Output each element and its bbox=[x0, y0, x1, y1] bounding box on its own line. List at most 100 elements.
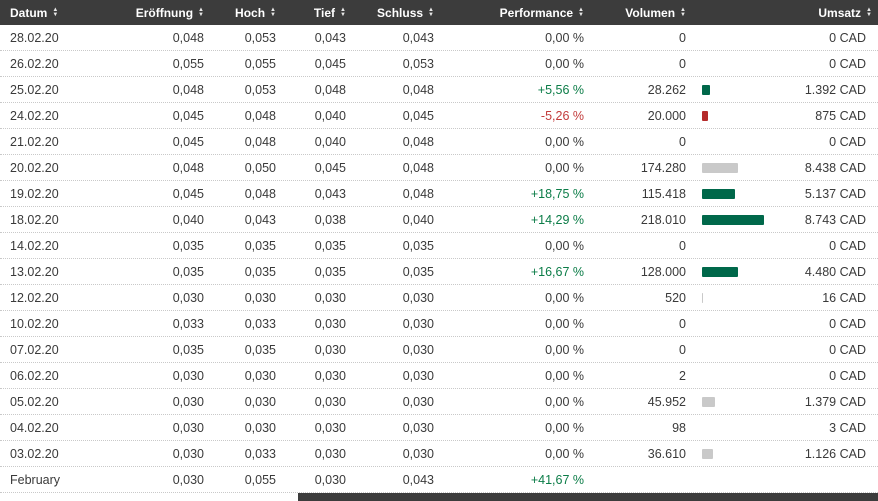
close-cell: 0,040 bbox=[402, 212, 434, 227]
close-cell: 0,035 bbox=[402, 264, 434, 279]
date-cell: 24.02.20 bbox=[10, 108, 59, 123]
volume-cell: 0 bbox=[679, 30, 686, 45]
low-cell: 0,040 bbox=[314, 134, 346, 149]
close-cell: 0,030 bbox=[402, 342, 434, 357]
table-row: 21.02.20 0,045 0,048 0,040 0,048 0,00 % 0 0 CAD bbox=[0, 129, 878, 155]
volume-bar bbox=[702, 188, 735, 199]
volume-bar-cell bbox=[692, 84, 772, 95]
open-cell: 0,033 bbox=[172, 316, 204, 331]
high-cell: 0,035 bbox=[244, 264, 276, 279]
performance-cell: 0,00 % bbox=[545, 420, 584, 435]
high-cell: 0,035 bbox=[244, 238, 276, 253]
turnover-cell: 16 CAD bbox=[822, 290, 866, 305]
turnover-cell: 1.379 CAD bbox=[804, 394, 866, 409]
table-row: 26.02.20 0,055 0,055 0,045 0,053 0,00 % 0 0 CAD bbox=[0, 51, 878, 77]
column-label: Tief bbox=[313, 5, 336, 20]
close-cell: 0,043 bbox=[402, 30, 434, 45]
close-cell: 0,030 bbox=[402, 290, 434, 305]
performance-cell: +18,75 % bbox=[530, 186, 584, 201]
table-row: 06.02.20 0,030 0,030 0,030 0,030 0,00 % 2 0 CAD bbox=[0, 363, 878, 389]
volume-bar bbox=[702, 84, 710, 95]
volume-cell: 174.280 bbox=[640, 160, 686, 175]
volume-cell: 115.418 bbox=[641, 186, 686, 201]
volume-cell: 128.000 bbox=[640, 264, 686, 279]
volume-bar-cell bbox=[692, 396, 772, 407]
date-cell: 26.02.20 bbox=[10, 56, 59, 71]
date-cell: 18.02.20 bbox=[10, 212, 59, 227]
open-cell: 0,045 bbox=[172, 134, 204, 149]
close-cell: 0,045 bbox=[402, 108, 434, 123]
turnover-cell: 0 CAD bbox=[829, 316, 866, 331]
sort-arrows-icon: ▲ ▼ bbox=[198, 6, 204, 18]
close-cell: 0,048 bbox=[402, 186, 434, 201]
close-cell: 0,043 bbox=[402, 472, 434, 487]
low-cell: 0,030 bbox=[314, 342, 346, 357]
volume-bar-cell bbox=[692, 188, 772, 199]
high-cell: 0,048 bbox=[244, 108, 276, 123]
high-cell: 0,043 bbox=[244, 212, 276, 227]
turnover-cell: 4.480 CAD bbox=[804, 264, 866, 279]
turnover-cell: 5.137 CAD bbox=[804, 186, 866, 201]
date-cell: 03.02.20 bbox=[10, 446, 59, 461]
performance-cell: 0,00 % bbox=[545, 316, 584, 331]
volume-cell: 0 bbox=[679, 134, 686, 149]
table-header-row: Datum ▲ ▼ Eröffnung ▲ ▼ Hoch ▲ ▼ Tief ▲ ▼ Schluss ▲ ▼ P… bbox=[0, 0, 878, 25]
volume-bar-cell bbox=[692, 214, 772, 225]
volume-cell: 36.610 bbox=[647, 446, 686, 461]
column-header-close[interactable]: Schluss ▲ ▼ bbox=[352, 6, 440, 20]
low-cell: 0,045 bbox=[314, 160, 346, 175]
sort-arrows-icon: ▲ ▼ bbox=[340, 6, 346, 18]
close-cell: 0,048 bbox=[402, 160, 434, 175]
date-cell: 04.02.20 bbox=[10, 420, 59, 435]
open-cell: 0,035 bbox=[172, 238, 204, 253]
low-cell: 0,035 bbox=[314, 264, 346, 279]
table-row: 14.02.20 0,035 0,035 0,035 0,035 0,00 % 0 0 CAD bbox=[0, 233, 878, 259]
table-row: 04.02.20 0,030 0,030 0,030 0,030 0,00 % 98 3 CA… bbox=[0, 415, 878, 441]
low-cell: 0,030 bbox=[314, 368, 346, 383]
table-body: 28.02.20 0,048 0,053 0,043 0,043 0,00 % 0 0 CAD… bbox=[0, 25, 878, 493]
column-header-date[interactable]: Datum ▲ ▼ bbox=[0, 6, 110, 20]
date-cell: 10.02.20 bbox=[10, 316, 59, 331]
volume-bar bbox=[702, 396, 715, 407]
column-header-open[interactable]: Eröffnung ▲ ▼ bbox=[110, 6, 210, 20]
low-cell: 0,030 bbox=[314, 446, 346, 461]
open-cell: 0,030 bbox=[172, 394, 204, 409]
date-cell: 07.02.20 bbox=[10, 342, 59, 357]
column-header-perf[interactable]: Performance ▲ ▼ bbox=[440, 6, 590, 20]
performance-cell: 0,00 % bbox=[545, 342, 584, 357]
open-cell: 0,030 bbox=[172, 472, 204, 487]
open-cell: 0,048 bbox=[172, 82, 204, 97]
volume-cell: 28.262 bbox=[647, 82, 686, 97]
column-header-low[interactable]: Tief ▲ ▼ bbox=[282, 6, 352, 20]
high-cell: 0,030 bbox=[244, 420, 276, 435]
close-cell: 0,030 bbox=[402, 368, 434, 383]
close-cell: 0,053 bbox=[402, 56, 434, 71]
low-cell: 0,048 bbox=[314, 82, 346, 97]
volume-bar-cell bbox=[692, 266, 772, 277]
turnover-cell: 0 CAD bbox=[829, 134, 866, 149]
column-label: Umsatz bbox=[818, 5, 862, 20]
high-cell: 0,055 bbox=[244, 472, 276, 487]
low-cell: 0,030 bbox=[314, 472, 346, 487]
column-header-high[interactable]: Hoch ▲ ▼ bbox=[210, 6, 282, 20]
close-cell: 0,030 bbox=[402, 420, 434, 435]
turnover-cell: 8.438 CAD bbox=[804, 160, 866, 175]
column-header-volume[interactable]: Volumen ▲ ▼ bbox=[590, 6, 692, 20]
volume-cell: 2 bbox=[679, 368, 686, 383]
table-row: 05.02.20 0,030 0,030 0,030 0,030 0,00 % 45.952… bbox=[0, 389, 878, 415]
column-header-turnover[interactable]: Umsatz ▲ ▼ bbox=[772, 6, 878, 20]
column-label: Volumen bbox=[625, 5, 676, 20]
table-row: 25.02.20 0,048 0,053 0,048 0,048 +5,56 % 28.26… bbox=[0, 77, 878, 103]
date-cell: 28.02.20 bbox=[10, 30, 59, 45]
open-cell: 0,045 bbox=[172, 186, 204, 201]
low-cell: 0,038 bbox=[314, 212, 346, 227]
sort-arrows-icon: ▲ ▼ bbox=[428, 6, 434, 18]
performance-cell: 0,00 % bbox=[545, 30, 584, 45]
close-cell: 0,030 bbox=[402, 394, 434, 409]
high-cell: 0,053 bbox=[244, 30, 276, 45]
performance-cell: 0,00 % bbox=[545, 56, 584, 71]
sort-arrows-icon: ▲ ▼ bbox=[578, 6, 584, 18]
close-cell: 0,030 bbox=[402, 316, 434, 331]
low-cell: 0,040 bbox=[314, 108, 346, 123]
open-cell: 0,030 bbox=[172, 446, 204, 461]
